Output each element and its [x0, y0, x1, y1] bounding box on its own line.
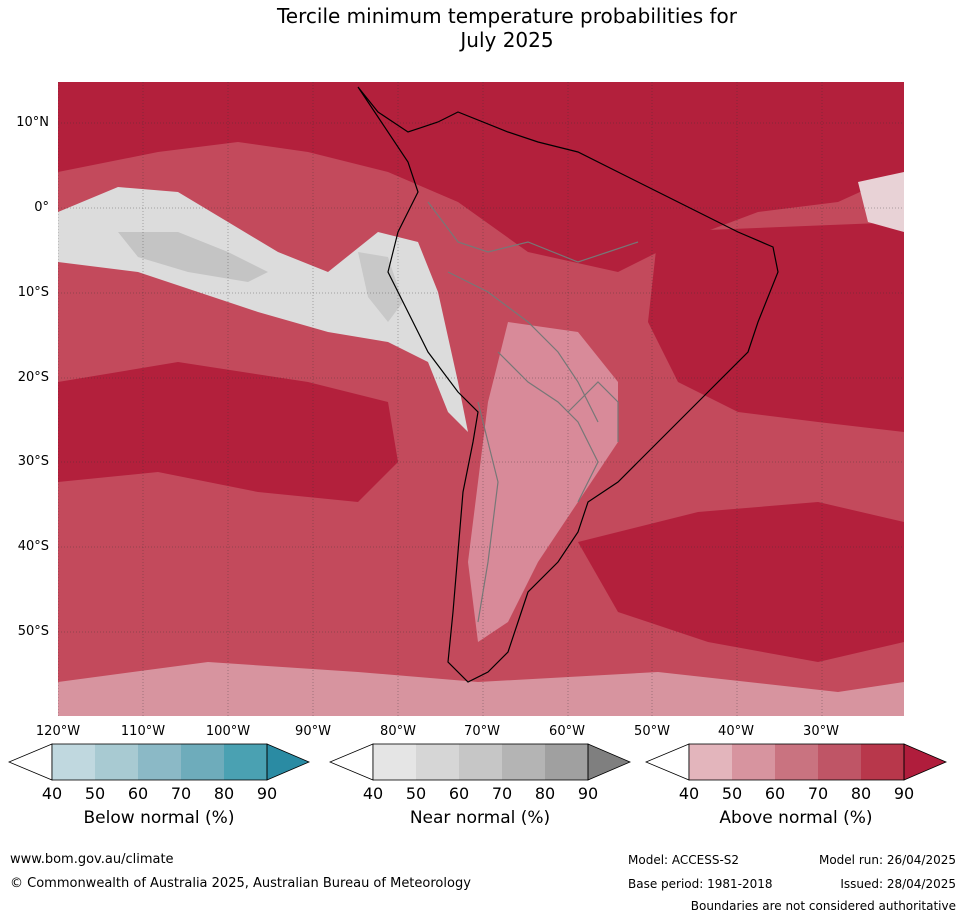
lon-label-50w: 50°W — [634, 724, 670, 739]
dark-region-north — [58, 82, 904, 272]
cbar-above-seg-0 — [645, 743, 690, 781]
near-tick-80: 80 — [534, 784, 556, 803]
near-normal-label: Near normal (%) — [409, 808, 551, 828]
above-tick-80: 80 — [850, 784, 872, 803]
below-tick-40: 40 — [41, 784, 63, 803]
coastline — [357, 86, 779, 683]
dark-region-east — [648, 222, 904, 432]
below-tick-80: 80 — [213, 784, 235, 803]
above-tick-60: 60 — [764, 784, 786, 803]
above-tick-40: 40 — [678, 784, 700, 803]
cbar-below-seg-0 — [8, 743, 53, 781]
cbar-below-seg-1 — [52, 744, 95, 780]
near-tick-50: 50 — [405, 784, 427, 803]
colorbar-near-normal — [329, 743, 631, 781]
map-title: Tercile minimum temperature probabilitie… — [0, 4, 965, 52]
cbar-below-seg-3 — [138, 744, 181, 780]
lat-label-0: 0° — [34, 200, 49, 215]
title-line-1: Tercile minimum temperature probabilitie… — [276, 4, 738, 28]
cbar-above-seg-3 — [775, 744, 818, 780]
below-normal-label: Below normal (%) — [83, 808, 235, 828]
footer-model: Model: ACCESS-S2 — [628, 853, 740, 867]
title-line-2: July 2025 — [460, 28, 554, 52]
below-tick-70: 70 — [170, 784, 192, 803]
lat-label-10s: 10°S — [17, 285, 49, 300]
cbar-near-seg-2 — [416, 744, 459, 780]
cbar-above-seg-1 — [689, 744, 732, 780]
gridlines — [58, 82, 904, 716]
colorbar-below-normal — [8, 743, 310, 781]
footer-url[interactable]: www.bom.gov.au/climate — [10, 852, 174, 867]
footer-base-period: Base period: 1981-2018 — [628, 877, 773, 891]
near-tick-90: 90 — [577, 784, 599, 803]
footer-disclaimer: Boundaries are not considered authoritat… — [690, 899, 956, 913]
pink-region-continent — [468, 322, 618, 642]
near-tick-70: 70 — [491, 784, 513, 803]
lon-label-90w: 90°W — [295, 724, 331, 739]
footer-issued: Issued: 28/04/2025 — [840, 877, 956, 891]
lon-label-120w: 120°W — [35, 724, 81, 739]
cbar-near-seg-1 — [373, 744, 416, 780]
below-tick-60: 60 — [127, 784, 149, 803]
lat-label-10n: 10°N — [16, 115, 49, 130]
lat-label-40s: 40°S — [17, 539, 49, 554]
country-boundaries — [427, 201, 639, 623]
lat-label-50s: 50°S — [17, 624, 49, 639]
cbar-above-seg-5 — [861, 744, 904, 780]
cbar-above-seg-6 — [903, 743, 947, 781]
lat-label-30s: 30°S — [17, 454, 49, 469]
above-tick-90: 90 — [893, 784, 915, 803]
map-canvas — [58, 82, 904, 716]
lon-label-30w: 30°W — [803, 724, 839, 739]
lon-label-110w: 110°W — [120, 724, 166, 739]
above-tick-50: 50 — [721, 784, 743, 803]
lon-label-60w: 60°W — [549, 724, 585, 739]
light-spot-east — [858, 172, 904, 232]
near-tick-40: 40 — [362, 784, 384, 803]
colorbar-above-normal — [645, 743, 947, 781]
above-tick-70: 70 — [807, 784, 829, 803]
pink-region-south — [58, 662, 904, 716]
cbar-near-seg-3 — [459, 744, 502, 780]
dark-region-southeast — [578, 502, 904, 662]
footer-copyright: © Commonwealth of Australia 2025, Austra… — [10, 876, 471, 891]
cbar-above-seg-4 — [818, 744, 861, 780]
lat-label-20s: 20°S — [17, 370, 49, 385]
lon-label-80w: 80°W — [380, 724, 416, 739]
below-tick-50: 50 — [84, 784, 106, 803]
cbar-below-seg-6 — [266, 743, 310, 781]
lon-label-100w: 100°W — [205, 724, 251, 739]
probability-map — [58, 82, 904, 716]
near-tick-60: 60 — [448, 784, 470, 803]
footer-model-run: Model run: 26/04/2025 — [818, 853, 956, 867]
cbar-below-seg-2 — [95, 744, 138, 780]
lon-label-40w: 40°W — [718, 724, 754, 739]
near-normal-coast — [358, 252, 403, 322]
cbar-near-seg-5 — [545, 744, 588, 780]
above-normal-label: Above normal (%) — [719, 808, 873, 828]
below-tick-90: 90 — [256, 784, 278, 803]
cbar-near-seg-0 — [329, 743, 374, 781]
near-normal-inner — [118, 232, 268, 282]
cbar-below-seg-5 — [224, 744, 267, 780]
cbar-below-seg-4 — [181, 744, 224, 780]
lon-label-70w: 70°W — [464, 724, 500, 739]
cbar-above-seg-2 — [732, 744, 775, 780]
cbar-near-seg-6 — [587, 743, 631, 781]
cbar-near-seg-4 — [502, 744, 545, 780]
